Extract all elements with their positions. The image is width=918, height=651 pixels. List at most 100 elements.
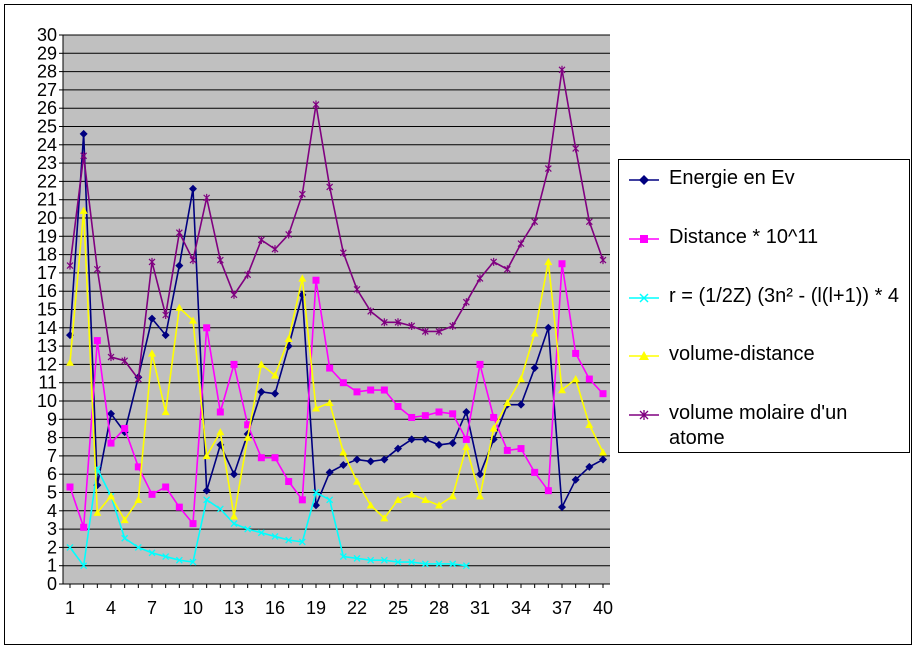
data-point-s3-22 — [353, 477, 361, 485]
data-point-s0-13 — [230, 470, 238, 479]
data-point-s0-27 — [421, 435, 430, 444]
data-point-s3-38 — [571, 375, 580, 383]
data-point-s0-15 — [257, 387, 266, 396]
y-tick-label-0: 0 — [47, 574, 57, 594]
data-point-s1-19 — [312, 276, 320, 284]
data-point-s1-23 — [367, 386, 375, 394]
data-point-s3-24 — [380, 514, 389, 522]
data-point-s4-16 — [271, 245, 279, 254]
legend-swatch-energie — [629, 175, 659, 185]
y-tick-label-20: 20 — [37, 208, 57, 228]
x-axis-ticks: 1 4 7 10 13 16 19 22 25 28 31 34 37 40 — [65, 584, 613, 618]
data-point-s2-11 — [203, 496, 211, 504]
data-point-s3-3 — [93, 508, 102, 516]
data-point-s1-25 — [394, 402, 402, 410]
data-point-s4-17 — [285, 230, 293, 239]
y-tick-label-29: 29 — [37, 43, 57, 63]
data-point-s4-12 — [216, 256, 224, 265]
x-tick-label-31: 31 — [470, 598, 490, 618]
data-point-s2-28 — [435, 560, 443, 568]
data-point-s3-12 — [216, 428, 225, 436]
series-3 — [66, 206, 607, 524]
y-tick-label-19: 19 — [37, 226, 57, 246]
data-point-s4-26 — [408, 321, 416, 330]
data-point-s4-6 — [134, 375, 142, 384]
data-point-s1-35 — [531, 468, 539, 476]
y-tick-label-26: 26 — [37, 98, 57, 118]
data-point-s4-34 — [517, 239, 525, 248]
x-tick-label-40: 40 — [593, 598, 613, 618]
data-point-s1-20 — [326, 364, 334, 372]
data-point-s1-18 — [298, 496, 306, 504]
data-point-s0-29 — [448, 439, 457, 448]
data-point-s2-10 — [189, 558, 197, 566]
data-point-s3-7 — [148, 349, 156, 357]
data-point-s2-5 — [121, 534, 129, 542]
data-point-s3-6 — [134, 495, 143, 504]
data-point-s4-14 — [244, 270, 252, 279]
data-point-s0-21 — [339, 461, 348, 470]
data-point-s4-8 — [162, 310, 170, 319]
x-tick-label-34: 34 — [511, 598, 531, 618]
data-point-s3-30 — [462, 442, 471, 450]
data-point-s2-27 — [421, 560, 429, 568]
legend-label-volume-molaire: volume molaire d'un atome — [669, 402, 848, 449]
data-point-s3-40 — [599, 448, 607, 456]
data-point-s0-28 — [435, 440, 443, 449]
data-point-s1-32 — [490, 413, 498, 421]
data-point-s2-15 — [257, 529, 265, 537]
legend-label-energie: Energie en Ev — [669, 167, 795, 189]
data-point-s4-32 — [490, 257, 498, 266]
data-point-s1-40 — [599, 390, 607, 398]
x-tick-label-25: 25 — [388, 598, 408, 618]
data-point-s2-6 — [134, 543, 142, 551]
series-group — [66, 65, 607, 570]
data-point-s4-37 — [558, 65, 566, 74]
y-tick-label-9: 9 — [47, 409, 57, 429]
data-point-s1-28 — [435, 408, 443, 416]
data-point-s4-24 — [380, 318, 388, 327]
data-point-s2-1 — [66, 543, 74, 551]
data-point-s1-10 — [189, 520, 197, 528]
data-point-s4-18 — [298, 190, 306, 199]
data-point-s4-31 — [476, 274, 484, 283]
data-point-s4-36 — [544, 164, 552, 173]
data-point-s1-36 — [544, 487, 552, 495]
data-point-s1-33 — [503, 446, 511, 454]
data-point-s4-35 — [531, 217, 539, 226]
data-point-s2-17 — [285, 536, 293, 544]
data-point-s1-13 — [230, 360, 238, 368]
data-point-s0-8 — [161, 331, 170, 340]
data-point-s3-36 — [544, 257, 553, 266]
data-point-s3-28 — [435, 501, 443, 509]
data-point-s2-18 — [298, 538, 306, 546]
data-point-s3-33 — [503, 398, 512, 407]
data-point-s1-27 — [421, 412, 429, 420]
data-point-s3-15 — [257, 360, 266, 368]
data-point-s4-20 — [326, 182, 334, 191]
data-point-s0-9 — [175, 261, 184, 270]
data-point-s1-21 — [339, 379, 347, 387]
data-point-s4-28 — [435, 327, 443, 336]
data-point-s0-16 — [271, 389, 279, 398]
data-point-s4-3 — [93, 265, 101, 274]
gridlines — [63, 34, 610, 567]
data-point-s4-23 — [367, 307, 375, 316]
data-point-s2-25 — [394, 558, 402, 566]
data-point-s3-35 — [530, 329, 539, 337]
data-point-s2-26 — [408, 558, 416, 566]
series-line-4 — [69, 69, 604, 382]
y-axis-ticks: 0123456789101112131415161718192021222324… — [37, 25, 63, 594]
data-point-s4-27 — [421, 327, 429, 336]
y-tick-label-13: 13 — [37, 336, 57, 356]
x-tick-label-16: 16 — [265, 598, 285, 618]
data-point-s0-40 — [599, 455, 607, 464]
data-point-s3-5 — [120, 515, 129, 524]
data-point-s3-23 — [366, 501, 375, 509]
data-point-s4-39 — [585, 217, 593, 226]
x-tick-label-10: 10 — [183, 598, 203, 618]
y-tick-label-23: 23 — [37, 153, 57, 173]
data-point-s0-31 — [476, 470, 484, 479]
x-tick-label-7: 7 — [147, 598, 157, 618]
x-tick-label-4: 4 — [106, 598, 116, 618]
